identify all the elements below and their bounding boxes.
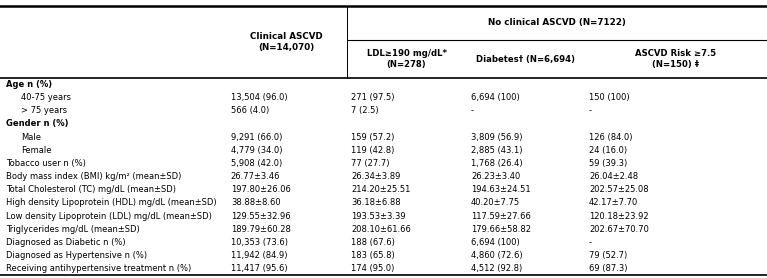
Text: 59 (39.3): 59 (39.3) bbox=[589, 159, 627, 168]
Text: 38.88±8.60: 38.88±8.60 bbox=[231, 198, 281, 207]
Text: 40.20±7.75: 40.20±7.75 bbox=[471, 198, 520, 207]
Text: Male: Male bbox=[21, 133, 41, 142]
Text: 208.10±61.66: 208.10±61.66 bbox=[351, 225, 411, 234]
Text: Receiving antihypertensive treatment n (%): Receiving antihypertensive treatment n (… bbox=[6, 264, 192, 273]
Text: 129.55±32.96: 129.55±32.96 bbox=[231, 212, 291, 220]
Text: 126 (84.0): 126 (84.0) bbox=[589, 133, 633, 142]
Text: 11,417 (95.6): 11,417 (95.6) bbox=[231, 264, 288, 273]
Text: 202.57±25.08: 202.57±25.08 bbox=[589, 185, 649, 194]
Text: Tobacco user n (%): Tobacco user n (%) bbox=[6, 159, 86, 168]
Text: 40-75 years: 40-75 years bbox=[21, 93, 71, 102]
Text: 189.79±60.28: 189.79±60.28 bbox=[231, 225, 291, 234]
Text: 77 (27.7): 77 (27.7) bbox=[351, 159, 390, 168]
Text: Diagnosed as Hypertensive n (%): Diagnosed as Hypertensive n (%) bbox=[6, 251, 147, 260]
Text: 194.63±24.51: 194.63±24.51 bbox=[471, 185, 531, 194]
Text: 26.23±3.40: 26.23±3.40 bbox=[471, 172, 520, 181]
Text: 4,779 (34.0): 4,779 (34.0) bbox=[231, 146, 282, 155]
Text: 26.04±2.48: 26.04±2.48 bbox=[589, 172, 638, 181]
Text: Diabetes† (N=6,694): Diabetes† (N=6,694) bbox=[476, 54, 575, 64]
Text: 117.59±27.66: 117.59±27.66 bbox=[471, 212, 531, 220]
Text: Total Cholesterol (TC) mg/dL (mean±SD): Total Cholesterol (TC) mg/dL (mean±SD) bbox=[6, 185, 176, 194]
Text: 3,809 (56.9): 3,809 (56.9) bbox=[471, 133, 522, 142]
Text: 174 (95.0): 174 (95.0) bbox=[351, 264, 395, 273]
Text: High density Lipoprotein (HDL) mg/dL (mean±SD): High density Lipoprotein (HDL) mg/dL (me… bbox=[6, 198, 217, 207]
Text: 13,504 (96.0): 13,504 (96.0) bbox=[231, 93, 288, 102]
Text: 214.20±25.51: 214.20±25.51 bbox=[351, 185, 410, 194]
Text: ASCVD Risk ≥7.5
(N=150) ‡: ASCVD Risk ≥7.5 (N=150) ‡ bbox=[635, 49, 716, 69]
Text: No clinical ASCVD (N=7122): No clinical ASCVD (N=7122) bbox=[488, 18, 626, 28]
Text: 150 (100): 150 (100) bbox=[589, 93, 630, 102]
Text: 36.18±6.88: 36.18±6.88 bbox=[351, 198, 401, 207]
Text: 119 (42.8): 119 (42.8) bbox=[351, 146, 395, 155]
Text: Diagnosed as Diabetic n (%): Diagnosed as Diabetic n (%) bbox=[6, 238, 126, 247]
Text: Gender n (%): Gender n (%) bbox=[6, 119, 68, 128]
Text: 6,694 (100): 6,694 (100) bbox=[471, 93, 520, 102]
Text: 179.66±58.82: 179.66±58.82 bbox=[471, 225, 531, 234]
Text: Triglycerides mg/dL (mean±SD): Triglycerides mg/dL (mean±SD) bbox=[6, 225, 140, 234]
Text: 24 (16.0): 24 (16.0) bbox=[589, 146, 627, 155]
Text: Clinical ASCVD
(N=14,070): Clinical ASCVD (N=14,070) bbox=[250, 32, 323, 52]
Text: 120.18±23.92: 120.18±23.92 bbox=[589, 212, 649, 220]
Text: Body mass index (BMI) kg/m² (mean±SD): Body mass index (BMI) kg/m² (mean±SD) bbox=[6, 172, 182, 181]
Text: 188 (67.6): 188 (67.6) bbox=[351, 238, 395, 247]
Text: -: - bbox=[589, 238, 592, 247]
Text: 4,860 (72.6): 4,860 (72.6) bbox=[471, 251, 522, 260]
Text: 11,942 (84.9): 11,942 (84.9) bbox=[231, 251, 288, 260]
Text: -: - bbox=[589, 106, 592, 115]
Text: 566 (4.0): 566 (4.0) bbox=[231, 106, 269, 115]
Text: 193.53±3.39: 193.53±3.39 bbox=[351, 212, 406, 220]
Text: 6,694 (100): 6,694 (100) bbox=[471, 238, 520, 247]
Text: 183 (65.8): 183 (65.8) bbox=[351, 251, 395, 260]
Text: 4,512 (92.8): 4,512 (92.8) bbox=[471, 264, 522, 273]
Text: LDL≥190 mg/dL*
(N=278): LDL≥190 mg/dL* (N=278) bbox=[367, 49, 446, 69]
Text: 7 (2.5): 7 (2.5) bbox=[351, 106, 379, 115]
Text: 26.34±3.89: 26.34±3.89 bbox=[351, 172, 400, 181]
Text: 9,291 (66.0): 9,291 (66.0) bbox=[231, 133, 282, 142]
Text: 79 (52.7): 79 (52.7) bbox=[589, 251, 627, 260]
Text: 159 (57.2): 159 (57.2) bbox=[351, 133, 395, 142]
Text: 2,885 (43.1): 2,885 (43.1) bbox=[471, 146, 522, 155]
Text: 271 (97.5): 271 (97.5) bbox=[351, 93, 395, 102]
Text: 69 (87.3): 69 (87.3) bbox=[589, 264, 627, 273]
Text: 202.67±70.70: 202.67±70.70 bbox=[589, 225, 649, 234]
Text: > 75 years: > 75 years bbox=[21, 106, 67, 115]
Text: -: - bbox=[471, 106, 474, 115]
Text: 26.77±3.46: 26.77±3.46 bbox=[231, 172, 281, 181]
Text: 5,908 (42.0): 5,908 (42.0) bbox=[231, 159, 282, 168]
Text: Female: Female bbox=[21, 146, 51, 155]
Text: Age n (%): Age n (%) bbox=[6, 80, 52, 89]
Text: 10,353 (73.6): 10,353 (73.6) bbox=[231, 238, 288, 247]
Text: 197.80±26.06: 197.80±26.06 bbox=[231, 185, 291, 194]
Text: Low density Lipoprotein (LDL) mg/dL (mean±SD): Low density Lipoprotein (LDL) mg/dL (mea… bbox=[6, 212, 212, 220]
Text: 42.17±7.70: 42.17±7.70 bbox=[589, 198, 638, 207]
Text: 1,768 (26.4): 1,768 (26.4) bbox=[471, 159, 522, 168]
